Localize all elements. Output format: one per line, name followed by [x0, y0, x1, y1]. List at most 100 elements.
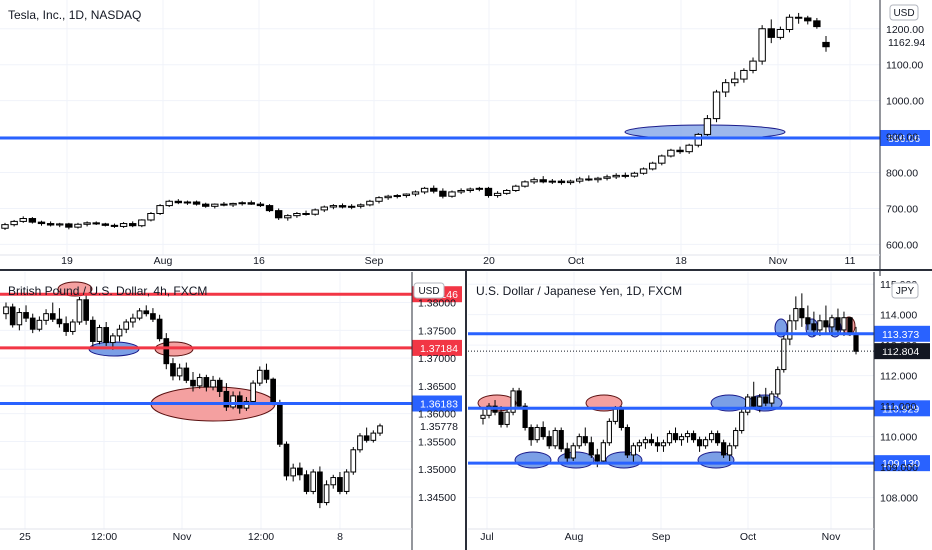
- tsla-candle: [731, 71, 739, 87]
- jpy-candle-body: [636, 442, 643, 447]
- tsla-candle-body: [92, 222, 100, 225]
- gbp-candle-body: [210, 379, 216, 388]
- jpy-level-label: 109.130: [882, 458, 920, 470]
- jpy-candle-body: [805, 317, 811, 325]
- jpy-candle: [702, 436, 709, 449]
- jpy-candle: [672, 427, 679, 443]
- gbp-candle-body: [183, 367, 190, 381]
- jpy-candle: [715, 430, 721, 446]
- tsla-x-tick-label: Sep: [365, 255, 384, 267]
- tsla-candle: [521, 180, 529, 188]
- gbp-y-tick-label: 1.37500: [418, 325, 456, 337]
- gbp-candle: [49, 302, 56, 322]
- gbp-candle-body: [176, 367, 183, 377]
- gbp-candle-body: [256, 369, 263, 384]
- jpy-candle: [751, 381, 757, 410]
- jpy-candle-body: [672, 433, 679, 441]
- tsla-candle-body: [147, 212, 155, 221]
- gbp-candle: [370, 430, 377, 443]
- gbp-candle: [29, 313, 36, 334]
- gbp-x-tick-label: 8: [337, 531, 343, 543]
- jpy-currency-badge[interactable]: [891, 282, 919, 299]
- jpy-candle-body: [793, 308, 799, 322]
- tsla-candle: [794, 12, 803, 24]
- tsla-candle: [594, 176, 602, 183]
- gbp-candle: [350, 447, 357, 475]
- tsla-x-tick-label: Oct: [568, 255, 584, 267]
- tsla-candle-body: [639, 168, 648, 174]
- gbp-y-tick-label: 1.34500: [418, 492, 456, 504]
- gbp-candle: [290, 463, 297, 482]
- jpy-candle-body: [787, 320, 793, 340]
- gbp-currency-badge[interactable]: [413, 282, 445, 299]
- gbp-candle-body: [23, 312, 29, 319]
- tsla-candle: [411, 190, 420, 197]
- gbp-candle: [36, 316, 43, 332]
- tsla-candle-body: [83, 222, 91, 225]
- jpy-candle: [690, 430, 697, 443]
- tsla-candle: [65, 222, 73, 230]
- tsla-candle: [165, 199, 173, 208]
- jpy-candle: [775, 366, 781, 397]
- tsla-candle: [37, 220, 46, 226]
- tsla-candle-body: [156, 205, 164, 214]
- gbp-candle: [183, 362, 190, 384]
- tsla-candle: [56, 222, 64, 228]
- tsla-candle: [1, 222, 9, 231]
- tsla-x-tick-label: Nov: [769, 255, 788, 267]
- jpy-candle: [582, 427, 588, 446]
- tsla-candle-body: [512, 185, 520, 191]
- tsla-candle-body: [694, 133, 702, 146]
- tsla-candle: [785, 14, 794, 33]
- tsla-candle: [749, 57, 757, 74]
- gbp-candle: [210, 375, 216, 391]
- tsla-candle: [274, 208, 283, 220]
- tsla-candle: [685, 143, 693, 154]
- tsla-candle: [129, 221, 137, 228]
- tsla-candle: [712, 89, 721, 123]
- tsla-y-tick-label: 900.00: [886, 132, 918, 144]
- tsla-candle: [758, 25, 766, 65]
- gbp-candle-body: [163, 338, 170, 365]
- tsla-candle: [19, 216, 27, 223]
- jpy-candle: [841, 311, 847, 337]
- tsla-candle-body: [785, 16, 794, 30]
- jpy-candle-body: [540, 426, 546, 438]
- gbp-candle-body: [63, 323, 69, 332]
- gbp-candle: [276, 399, 283, 447]
- gbp-candle-body: [297, 467, 303, 476]
- jpy-candle-body: [781, 338, 787, 371]
- jpy-candle-body: [775, 369, 781, 395]
- tsla-candle-body: [794, 16, 803, 19]
- jpy-candle: [504, 409, 510, 428]
- tsla-candle-body: [658, 155, 666, 164]
- gbp-candle-body: [89, 319, 96, 342]
- tsla-last-price-label: 1162.94: [888, 37, 925, 49]
- jpy-candle-body: [552, 430, 558, 447]
- tsla-candle-body: [740, 69, 748, 80]
- jpy-currency-label: JPY: [896, 286, 915, 297]
- gbp-candle: [283, 441, 290, 481]
- jpy-candle-body: [576, 436, 582, 447]
- gbp-candle-body: [29, 317, 36, 330]
- tsla-level-label-bg: [880, 129, 930, 146]
- gbp-candle-body: [330, 477, 337, 486]
- gbp-candle: [203, 374, 210, 392]
- tsla-candle: [420, 186, 429, 195]
- jpy-candle: [721, 439, 727, 458]
- jpy-candle: [769, 390, 775, 410]
- gbp-candle: [297, 462, 303, 481]
- tsla-candle: [28, 217, 37, 224]
- tsla-candle-body: [101, 223, 110, 226]
- jpy-candle: [576, 433, 582, 449]
- tsla-candle-body: [129, 223, 137, 227]
- tsla-currency-badge[interactable]: [889, 4, 919, 21]
- jpy-candle: [480, 409, 486, 425]
- tsla-candle-body: [767, 28, 775, 38]
- jpy-candle-body: [690, 433, 697, 441]
- jpy-ellipse-blue-3: [605, 451, 643, 469]
- jpy-candle-body: [709, 433, 715, 441]
- gbp-candle-body: [130, 317, 136, 323]
- jpy-candle: [600, 439, 606, 465]
- tsla-candle-body: [28, 218, 37, 223]
